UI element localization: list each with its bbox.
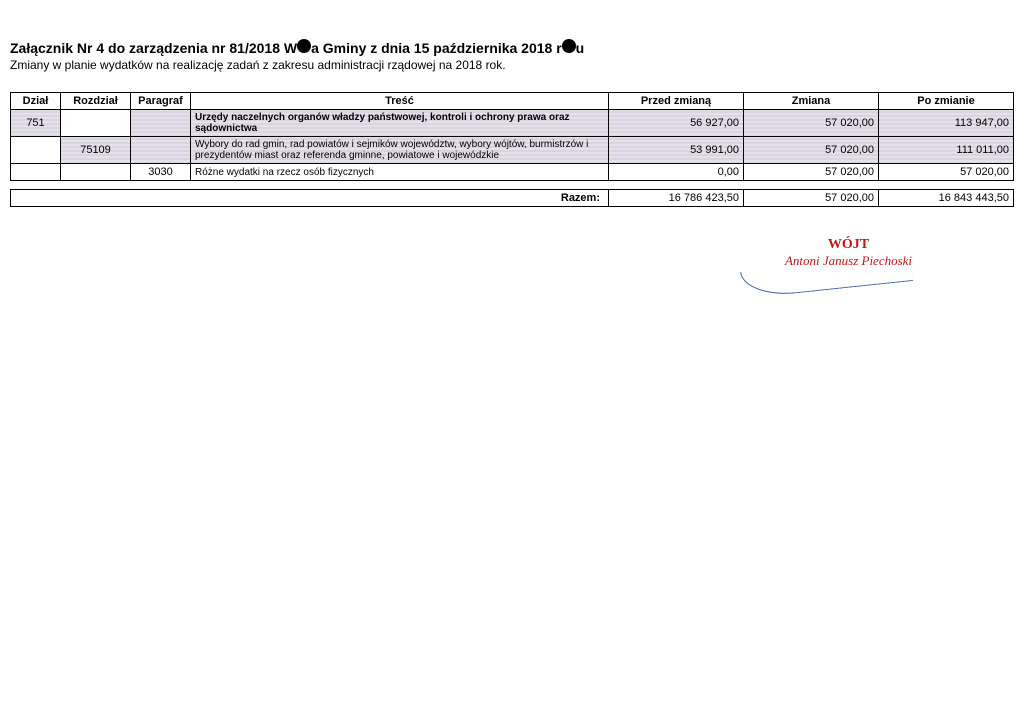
budget-table: Dział Rozdział Paragraf Treść Przed zmia… (10, 92, 1014, 181)
table-row: 751 Urzędy naczelnych organów władzy pańs… (11, 110, 1014, 137)
col-rozdzial: Rozdział (61, 93, 131, 110)
attachment-subtitle: Zmiany w planie wydatków na realizację z… (10, 58, 1014, 72)
totals-po: 16 843 443,50 (879, 190, 1014, 207)
title-mid: a Gminy z dnia 15 października 2018 r (311, 40, 562, 56)
signature-title: WÓJT (763, 237, 934, 253)
cell-dzial (11, 164, 61, 181)
attachment-title: Załącznik Nr 4 do zarządzenia nr 81/2018… (10, 40, 1014, 56)
cell-zmiana: 57 020,00 (744, 164, 879, 181)
col-tresc: Treść (191, 93, 609, 110)
cell-dzial (11, 137, 61, 164)
signature-block: WÓJT Antoni Janusz Piechoski (10, 237, 1014, 290)
cell-przed: 53 991,00 (609, 137, 744, 164)
cell-paragraf (131, 110, 191, 137)
title-pre: Załącznik Nr 4 do zarządzenia nr 81/2018… (10, 40, 297, 56)
totals-table: Razem: 16 786 423,50 57 020,00 16 843 44… (10, 189, 1014, 207)
cell-tresc: Wybory do rad gmin, rad powiatów i sejmi… (191, 137, 609, 164)
cell-paragraf: 3030 (131, 164, 191, 181)
cell-rozdzial: 75109 (61, 137, 131, 164)
redaction-dot-1 (297, 39, 311, 53)
col-dzial: Dział (11, 93, 61, 110)
cell-przed: 56 927,00 (609, 110, 744, 137)
totals-label: Razem: (11, 190, 609, 207)
totals-zmiana: 57 020,00 (744, 190, 879, 207)
cell-rozdzial (61, 164, 131, 181)
cell-po: 57 020,00 (879, 164, 1014, 181)
title-post: u (576, 40, 585, 56)
cell-paragraf (131, 137, 191, 164)
cell-tresc: Urzędy naczelnych organów władzy państwo… (191, 110, 609, 137)
cell-po: 111 011,00 (879, 137, 1014, 164)
col-paragraf: Paragraf (131, 93, 191, 110)
table-header-row: Dział Rozdział Paragraf Treść Przed zmia… (11, 93, 1014, 110)
col-przed: Przed zmianą (609, 93, 744, 110)
totals-przed: 16 786 423,50 (609, 190, 744, 207)
cell-zmiana: 57 020,00 (744, 137, 879, 164)
table-body: 751 Urzędy naczelnych organów władzy pańs… (11, 110, 1014, 181)
cell-rozdzial (61, 110, 131, 137)
col-po: Po zmianie (879, 93, 1014, 110)
col-zmiana: Zmiana (744, 93, 879, 110)
cell-zmiana: 57 020,00 (744, 110, 879, 137)
cell-przed: 0,00 (609, 164, 744, 181)
table-row: 3030Różne wydatki na rzecz osób fizyczny… (11, 164, 1014, 181)
cell-tresc: Różne wydatki na rzecz osób fizycznych (191, 164, 609, 181)
redaction-dot-2 (562, 39, 576, 53)
table-row: 75109 Wybory do rad gmin, rad powiatów i … (11, 137, 1014, 164)
cell-po: 113 947,00 (879, 110, 1014, 137)
cell-dzial: 751 (11, 110, 61, 137)
totals-row: Razem: 16 786 423,50 57 020,00 16 843 44… (11, 190, 1014, 207)
